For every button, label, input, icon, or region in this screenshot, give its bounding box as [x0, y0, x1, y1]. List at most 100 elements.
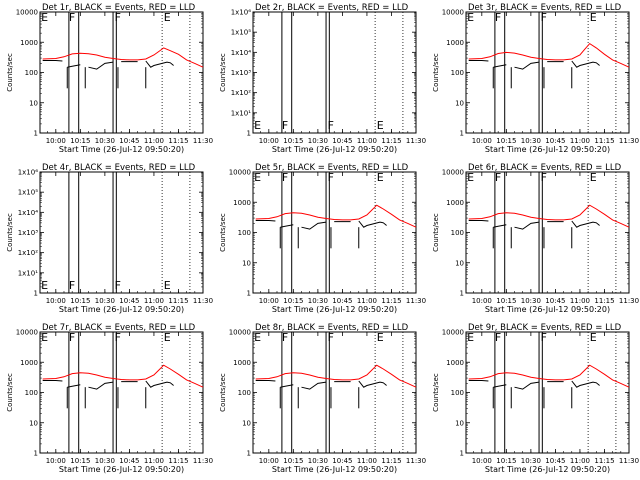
- x-tick-label: 10:00: [46, 297, 66, 305]
- event-marker: E: [41, 279, 48, 292]
- event-marker: F: [69, 11, 75, 24]
- x-tick-label: 11:00: [144, 297, 164, 305]
- x-tick-label: 11:30: [406, 137, 426, 145]
- panel-title: Det 1r, BLACK = Events, RED = LLD: [42, 3, 196, 13]
- x-tick-label: 11:15: [594, 297, 614, 305]
- x-tick-label: 11:15: [381, 457, 401, 465]
- series-events-line: [571, 220, 600, 228]
- x-tick-label: 10:00: [259, 137, 279, 145]
- panel-1: Det 1r, BLACK = Events, RED = LLD 10:00 10…: [6, 3, 213, 154]
- y-axis-label: Counts/sec: [6, 213, 14, 252]
- x-tick-label: 11:30: [619, 137, 639, 145]
- series-events-line: [88, 61, 114, 70]
- x-tick-label: 10:45: [332, 137, 352, 145]
- x-tick-label: 10:00: [259, 457, 279, 465]
- series-events-line: [514, 61, 540, 70]
- x-tick-label: 10:15: [70, 137, 90, 145]
- event-marker: E: [254, 331, 261, 344]
- x-tick-label: 11:30: [619, 457, 639, 465]
- event-marker: E: [377, 119, 384, 132]
- x-tick-label: 10:45: [545, 137, 565, 145]
- panel-title: Det 7r, BLACK = Events, RED = LLD: [42, 323, 196, 333]
- x-tick-label: 10:30: [95, 457, 115, 465]
- series-events-line: [358, 380, 387, 388]
- y-tick-label: 10: [455, 419, 464, 427]
- x-tick-label: 10:30: [308, 297, 328, 305]
- panel-title: Det 9r, BLACK = Events, RED = LLD: [468, 323, 622, 333]
- x-tick-label: 11:15: [168, 457, 188, 465]
- x-tick-label: 10:00: [259, 297, 279, 305]
- x-tick-label: 10:30: [521, 137, 541, 145]
- x-tick-label: 10:30: [521, 297, 541, 305]
- y-tick-label: 10: [29, 99, 38, 107]
- y-tick-label: 1000: [233, 199, 251, 207]
- series-lld-line: [468, 42, 630, 68]
- y-tick-label: 10: [29, 419, 38, 427]
- y-tick-label: 1x10⁵: [231, 29, 252, 37]
- y-tick-label: 100: [451, 389, 464, 397]
- y-tick-label: 1x10⁶: [18, 169, 39, 177]
- x-tick-label: 11:30: [193, 297, 213, 305]
- x-axis-label: Start Time (26-Jul-12 09:50:20): [272, 465, 397, 474]
- y-tick-label: 100: [25, 389, 38, 397]
- event-marker: E: [467, 331, 474, 344]
- y-tick-label: 1: [247, 450, 251, 458]
- x-tick-label: 11:15: [594, 137, 614, 145]
- series-lld-line: [255, 364, 417, 388]
- y-tick-label: 1: [34, 450, 38, 458]
- y-tick-label: 1: [460, 450, 464, 458]
- x-tick-label: 10:00: [472, 457, 492, 465]
- event-marker: F: [115, 11, 121, 24]
- x-tick-label: 11:00: [144, 137, 164, 145]
- series-events-line: [88, 381, 114, 390]
- series-events-line: [571, 60, 600, 68]
- plot-frame: [39, 11, 204, 134]
- y-tick-label: 1: [34, 290, 38, 298]
- series-events-line: [493, 224, 507, 228]
- y-tick-label: 100: [451, 69, 464, 77]
- event-marker: F: [541, 11, 547, 24]
- x-tick-label: 11:15: [594, 457, 614, 465]
- plot-frame: [252, 171, 417, 294]
- series-lld-line: [468, 364, 630, 388]
- series-events-line: [67, 384, 81, 388]
- y-tick-label: 10000: [442, 329, 464, 337]
- panel-title: Det 2r, BLACK = Events, RED = LLD: [255, 3, 409, 13]
- y-tick-label: 100: [238, 229, 251, 237]
- y-tick-label: 10: [242, 419, 251, 427]
- y-tick-label: 1x10⁶: [231, 9, 252, 17]
- event-marker: F: [115, 331, 121, 344]
- x-tick-label: 10:15: [283, 137, 303, 145]
- y-axis-label: Counts/sec: [6, 53, 14, 92]
- event-marker: F: [495, 331, 501, 344]
- event-marker: E: [41, 331, 48, 344]
- x-tick-label: 11:00: [144, 457, 164, 465]
- y-tick-label: 1x10⁴: [18, 209, 39, 217]
- event-marker: E: [254, 171, 261, 184]
- x-tick-label: 10:15: [283, 297, 303, 305]
- x-tick-label: 11:15: [381, 137, 401, 145]
- y-tick-label: 1x10³: [231, 69, 252, 77]
- series-events-line: [301, 381, 327, 390]
- event-marker: E: [377, 331, 384, 344]
- x-axis-label: Start Time (26-Jul-12 09:50:20): [59, 145, 184, 154]
- y-tick-label: 1: [460, 290, 464, 298]
- event-marker: E: [590, 171, 597, 184]
- series-events-line: [514, 221, 540, 230]
- panel-title: Det 6r, BLACK = Events, RED = LLD: [468, 163, 622, 173]
- x-tick-label: 11:00: [357, 137, 377, 145]
- plot-frame: [39, 171, 204, 294]
- y-tick-label: 1x10⁴: [231, 49, 252, 57]
- y-axis-label: Counts/sec: [432, 53, 440, 92]
- x-tick-label: 10:15: [70, 297, 90, 305]
- panel-9: Det 9r, BLACK = Events, RED = LLD 10:00 10…: [432, 323, 639, 474]
- y-tick-label: 1x10²: [231, 89, 252, 97]
- event-marker: E: [41, 11, 48, 24]
- x-tick-label: 10:15: [496, 457, 516, 465]
- y-tick-label: 1: [247, 130, 251, 138]
- panel-7: Det 7r, BLACK = Events, RED = LLD 10:00 10…: [6, 323, 213, 474]
- x-tick-label: 11:15: [168, 137, 188, 145]
- x-tick-label: 10:00: [472, 297, 492, 305]
- x-tick-label: 11:30: [619, 297, 639, 305]
- panel-title: Det 5r, BLACK = Events, RED = LLD: [255, 163, 409, 173]
